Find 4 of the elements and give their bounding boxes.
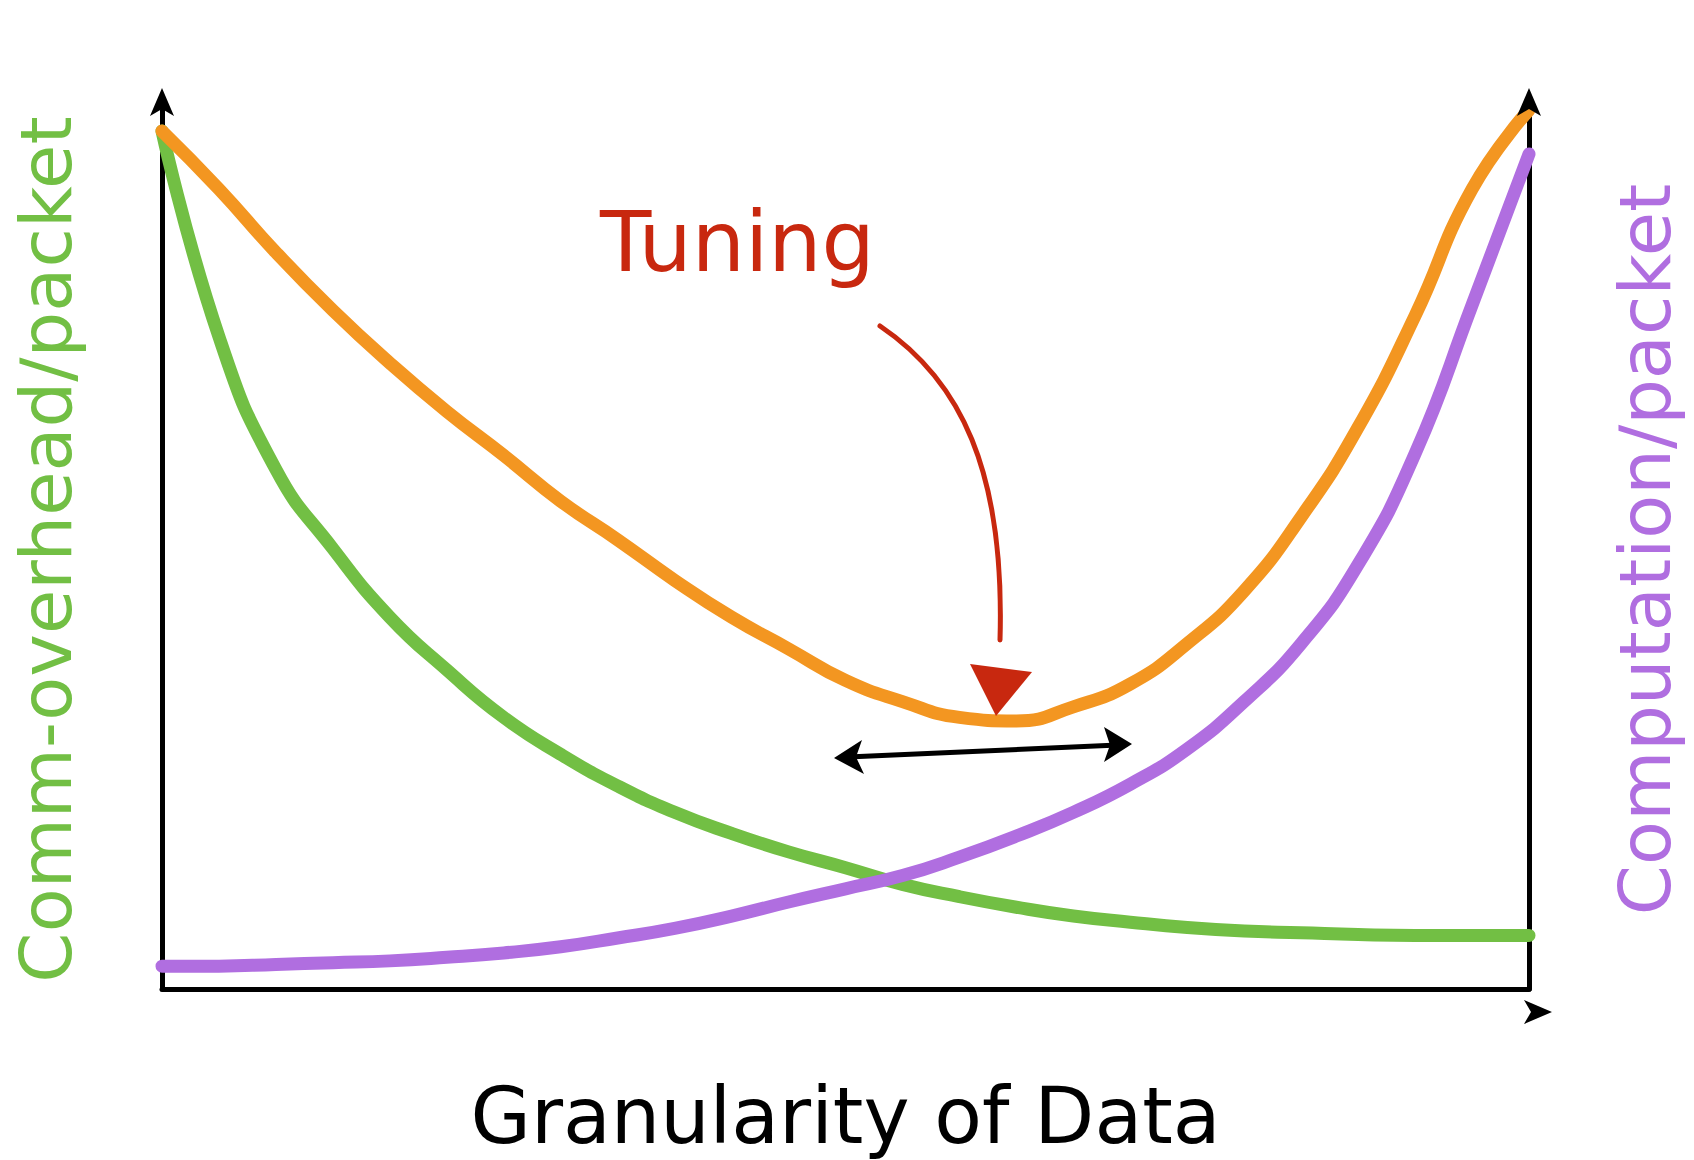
y2-axis-title: Computation/packet [1603,183,1687,916]
y-axis-title: Comm-overhead/packet [4,116,88,983]
x-axis-title: Granularity of Data [470,1071,1221,1160]
annotation: Tuning [599,193,875,291]
